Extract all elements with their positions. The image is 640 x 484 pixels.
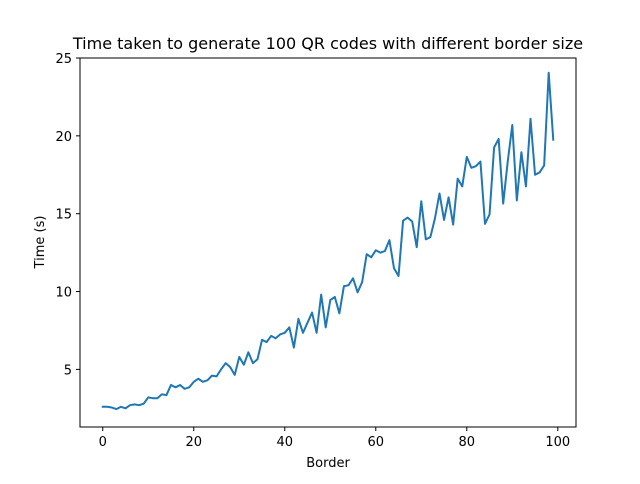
y-axis-label: Time (s) (33, 216, 48, 270)
x-tick-label: 40 (276, 435, 293, 450)
series-line-0 (101, 71, 555, 411)
y-tick-label: 15 (55, 208, 72, 223)
x-tick-label: 100 (545, 435, 570, 450)
y-tick-label: 5 (64, 363, 72, 378)
y-tick-label: 10 (55, 286, 72, 301)
x-tick-label: 60 (368, 435, 385, 450)
x-tick-label: 0 (99, 435, 107, 450)
chart-title: Time taken to generate 100 QR codes with… (72, 34, 583, 53)
y-tick-label: 20 (55, 130, 72, 145)
x-tick-label: 80 (459, 435, 476, 450)
plot-area (101, 71, 555, 411)
y-tick-label: 25 (55, 52, 72, 67)
x-tick-label: 20 (185, 435, 202, 450)
axis-ticks: 0 20 40 60 80 100 5 10 15 20 25 (55, 52, 570, 450)
axes-frame (79, 57, 577, 428)
x-axis-label: Border (306, 456, 350, 471)
